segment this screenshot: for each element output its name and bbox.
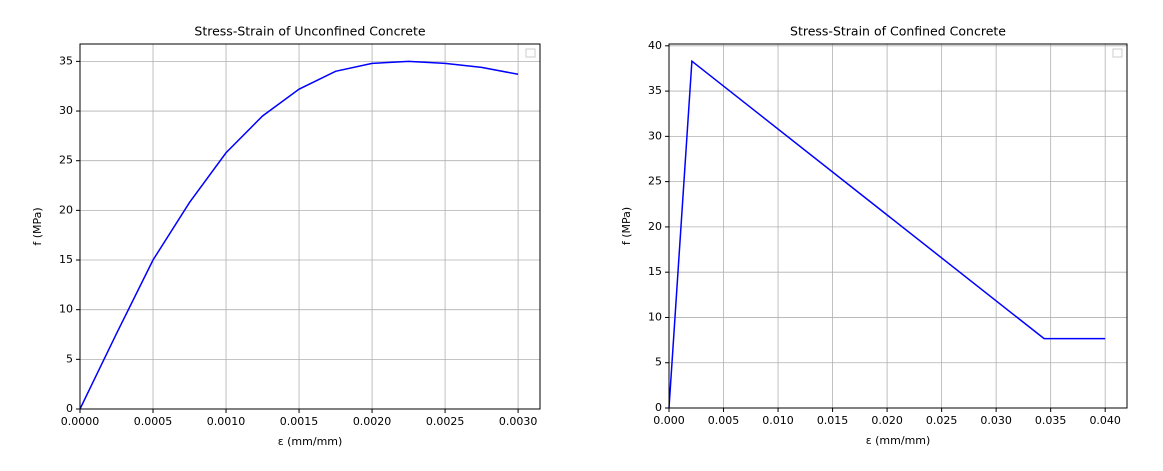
y-axis-label: f (MPa) xyxy=(620,207,633,245)
x-tick-label: 0.0025 xyxy=(426,415,465,428)
line-series xyxy=(668,59,1106,409)
chart-title: Stress-Strain of Confined Concrete xyxy=(790,24,1006,39)
y-tick-label: 20 xyxy=(648,220,662,233)
x-tick-label: 0.0000 xyxy=(61,415,100,428)
y-tick-label: 40 xyxy=(648,39,662,52)
legend-box xyxy=(1112,48,1123,58)
x-tick-label: 0.040 xyxy=(1089,414,1121,427)
y-tick-label: 15 xyxy=(648,265,662,278)
x-tick-label: 0.025 xyxy=(926,414,958,427)
x-tick-label: 0.035 xyxy=(1035,414,1067,427)
x-tick-label: 0.0010 xyxy=(207,415,246,428)
y-tick-label: 10 xyxy=(59,303,73,316)
x-tick-label: 0.015 xyxy=(817,414,849,427)
x-axis-label: ε (mm/mm) xyxy=(866,434,931,447)
y-tick-label: 5 xyxy=(655,356,662,369)
y-tick-label: 35 xyxy=(648,84,662,97)
x-tick-label: 0.0030 xyxy=(499,415,538,428)
y-tick-label: 5 xyxy=(66,352,73,365)
y-axis-label: f (MPa) xyxy=(31,207,44,245)
y-tick-label: 15 xyxy=(59,253,73,266)
y-tick-label: 20 xyxy=(59,203,73,216)
y-tick-label: 25 xyxy=(59,154,73,167)
x-tick-label: 0.0020 xyxy=(353,415,392,428)
y-tick-label: 10 xyxy=(648,310,662,323)
x-axis-label: ε (mm/mm) xyxy=(278,435,343,448)
x-tick-label: 0.005 xyxy=(708,414,740,427)
y-tick-label: 30 xyxy=(648,129,662,142)
y-tick-label: 0 xyxy=(655,401,662,414)
line-series xyxy=(79,60,519,410)
plot-frame xyxy=(79,43,541,410)
x-tick-label: 0.000 xyxy=(653,414,685,427)
x-tick-label: 0.0015 xyxy=(280,415,319,428)
y-tick-label: 35 xyxy=(59,54,73,67)
y-tick-label: 25 xyxy=(648,175,662,188)
x-tick-label: 0.020 xyxy=(871,414,903,427)
x-tick-label: 0.030 xyxy=(980,414,1012,427)
x-tick-label: 0.010 xyxy=(762,414,794,427)
legend-box xyxy=(525,48,536,58)
x-tick-label: 0.0005 xyxy=(134,415,173,428)
plot-frame xyxy=(668,43,1128,409)
chart-title: Stress-Strain of Unconfined Concrete xyxy=(194,24,425,39)
y-tick-label: 30 xyxy=(59,104,73,117)
y-tick-label: 0 xyxy=(66,402,73,415)
